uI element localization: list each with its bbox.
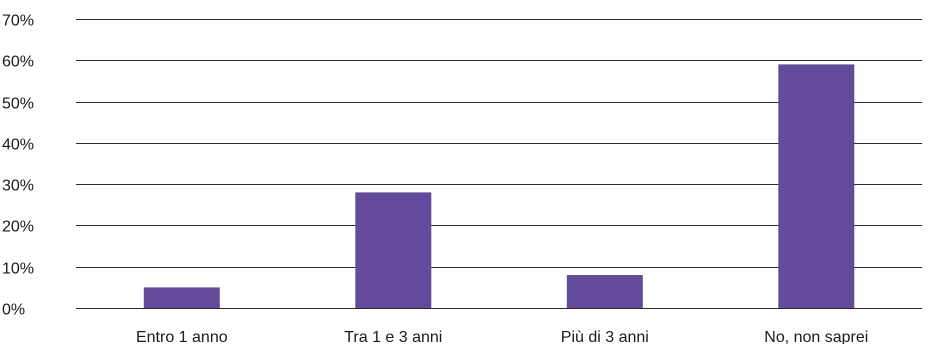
y-tick-label: 70% — [2, 13, 34, 30]
bar — [778, 64, 855, 309]
y-tick-label: 10% — [2, 261, 34, 278]
x-category-label: No, non saprei — [764, 329, 868, 344]
y-tick-label: 40% — [2, 137, 34, 154]
y-tick-label: 0% — [2, 302, 25, 319]
y-tick-label: 30% — [2, 178, 34, 195]
y-axis-tick-labels: 0% 10% 20% 30% 40% 50% 60% 70% — [2, 13, 34, 319]
x-axis-category-labels: Entro 1 anno Tra 1 e 3 anni Più di 3 anni N… — [136, 329, 868, 344]
bar — [566, 275, 643, 308]
y-tick-label: 20% — [2, 219, 34, 236]
bar — [355, 192, 432, 308]
bar — [143, 287, 220, 308]
bars — [143, 64, 855, 309]
x-category-label: Entro 1 anno — [136, 329, 228, 344]
y-tick-label: 50% — [2, 96, 34, 113]
y-tick-label: 60% — [2, 54, 34, 71]
x-category-label: Tra 1 e 3 anni — [344, 329, 442, 344]
gridlines — [76, 19, 922, 309]
x-category-label: Più di 3 anni — [561, 329, 649, 344]
